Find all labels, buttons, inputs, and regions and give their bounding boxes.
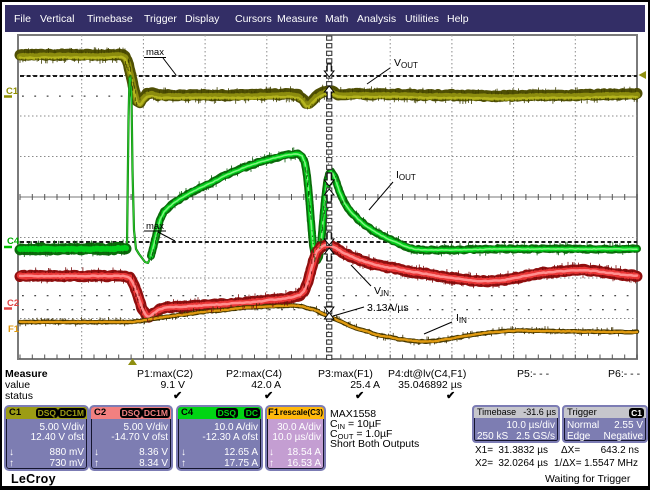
svg-text:max: max — [146, 221, 164, 232]
svg-text:VIN: VIN — [374, 285, 389, 298]
svg-text:C4: C4 — [7, 236, 20, 247]
svg-text:C2: C2 — [7, 298, 19, 309]
svg-text:VOUT: VOUT — [394, 57, 418, 70]
svg-text:IOUT: IOUT — [396, 169, 416, 182]
svg-text:max: max — [146, 47, 164, 58]
svg-text:F1: F1 — [8, 324, 20, 335]
svg-text:C1: C1 — [6, 86, 19, 97]
svg-text:3.13A/µs: 3.13A/µs — [367, 302, 409, 314]
svg-text:IIN: IIN — [456, 312, 467, 325]
